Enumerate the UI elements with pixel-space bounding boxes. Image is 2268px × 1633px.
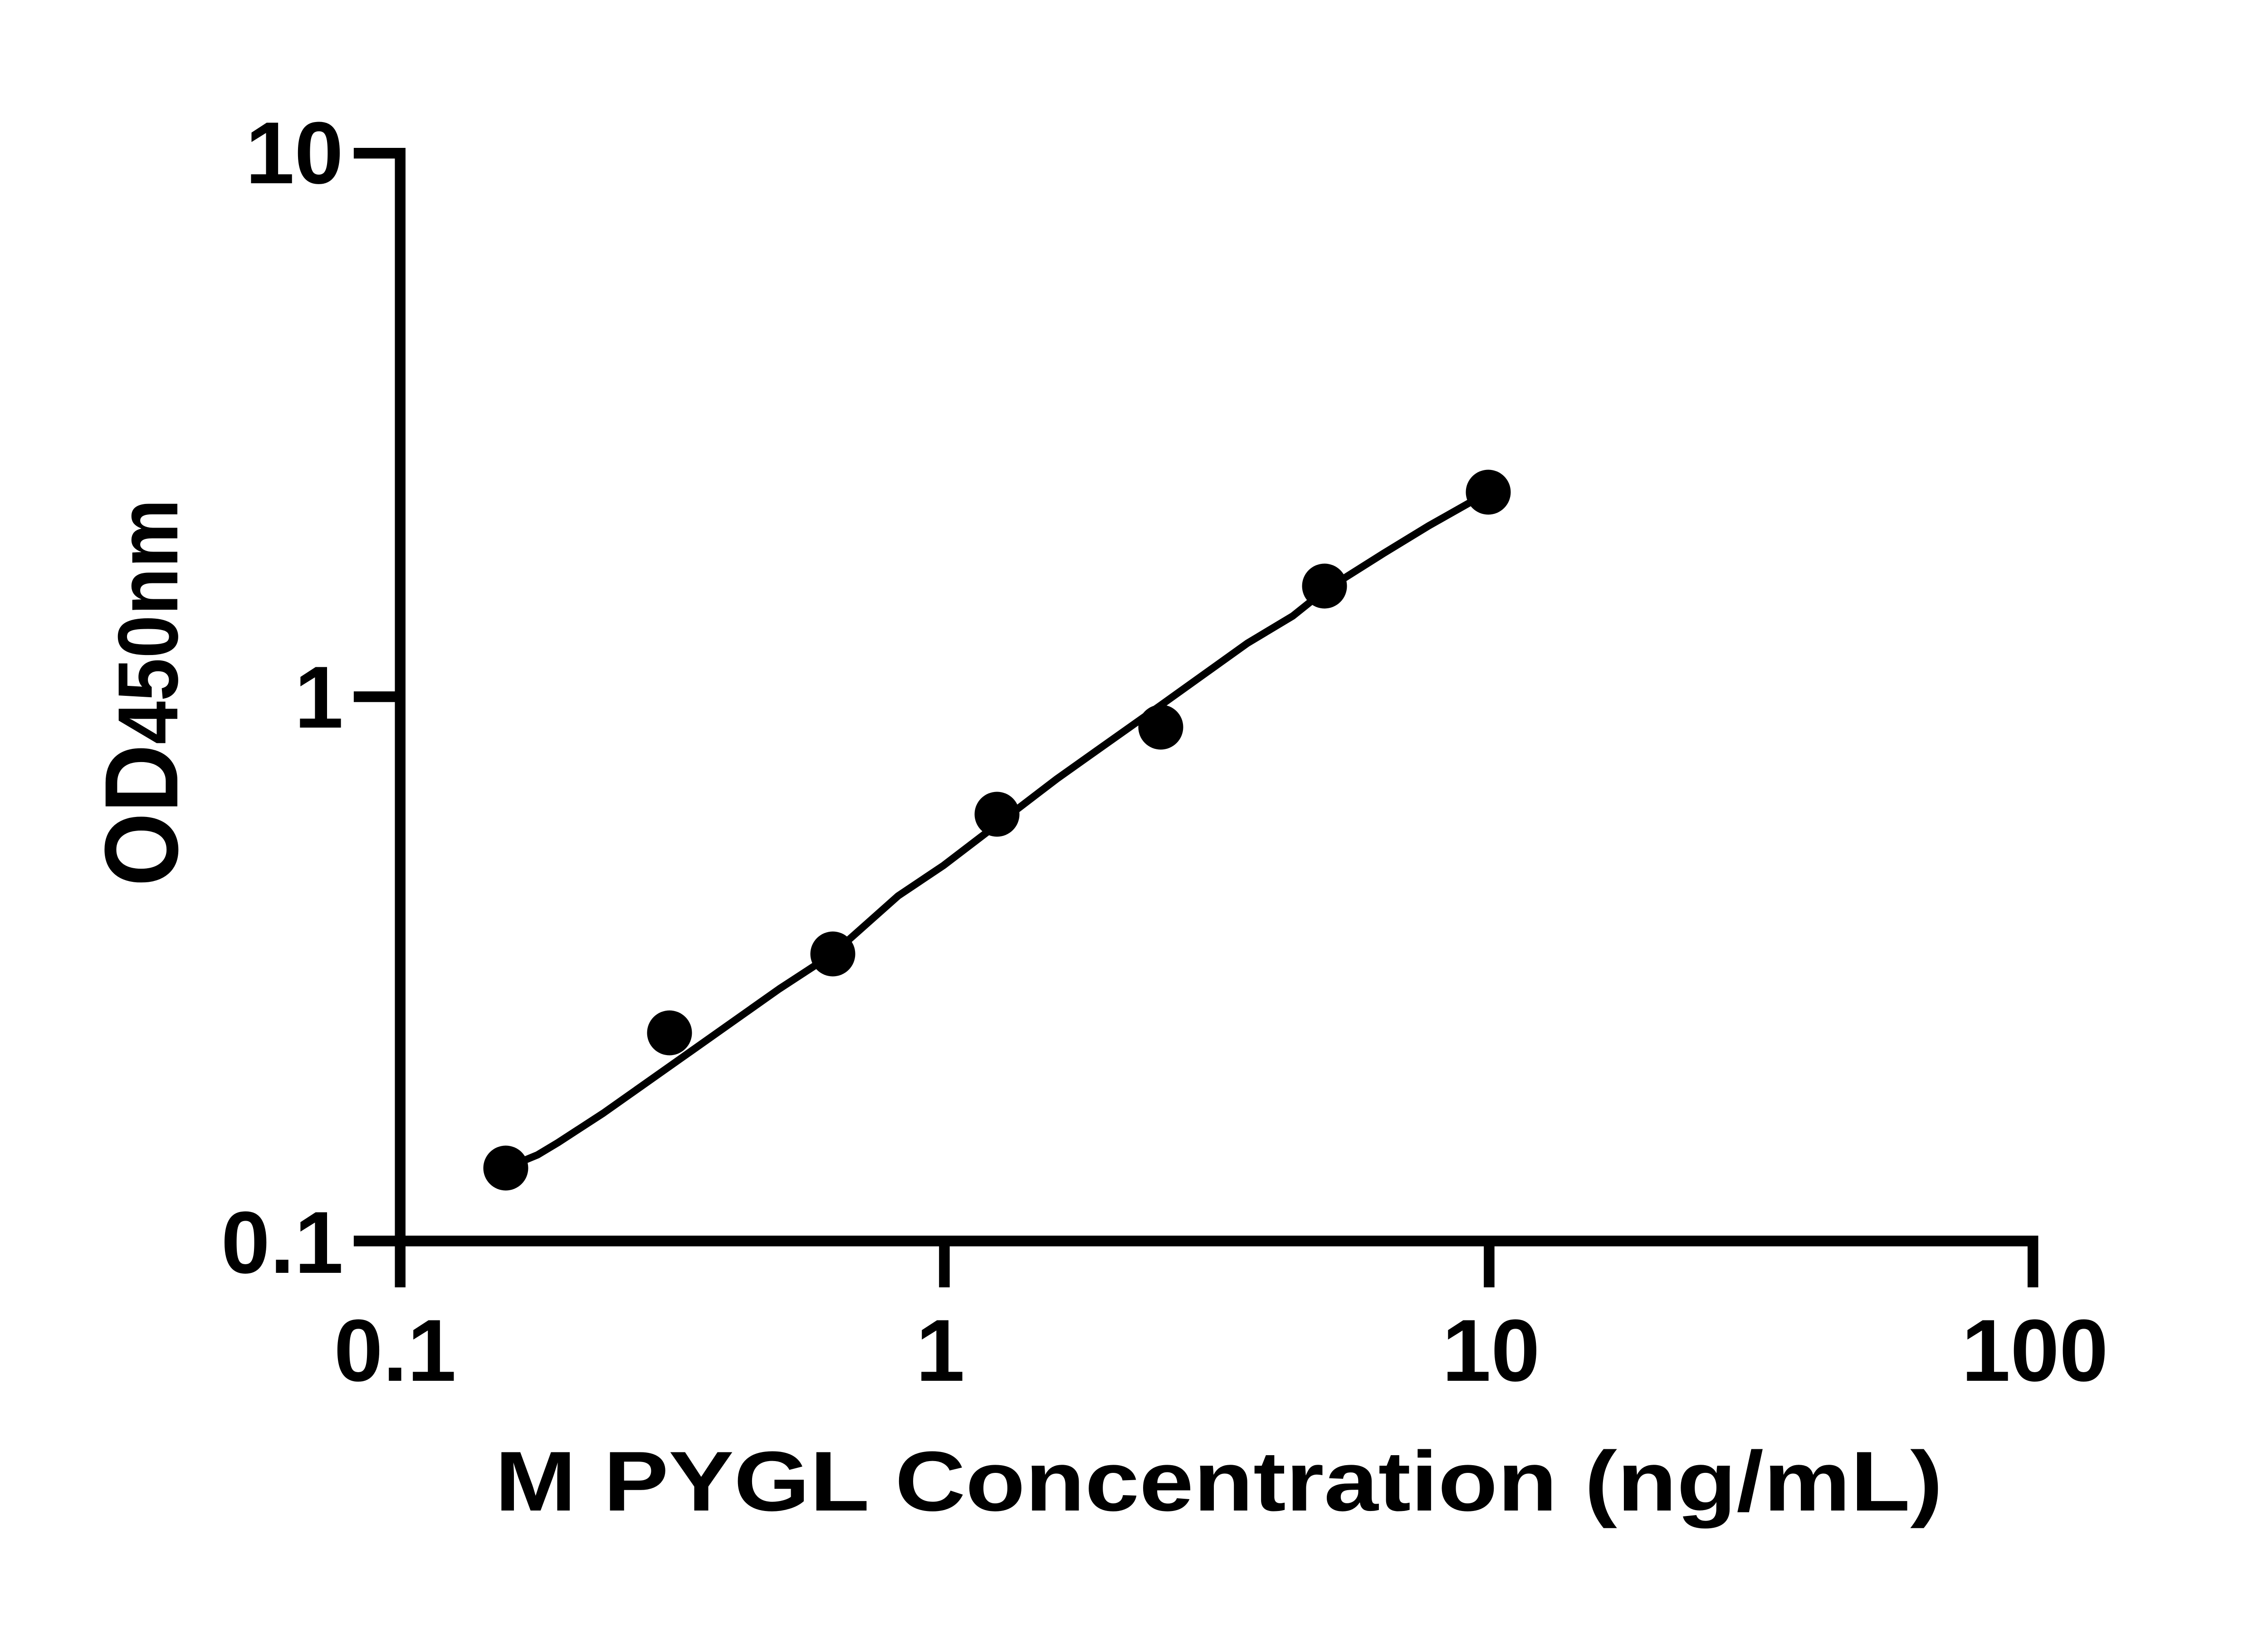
svg-text:OD450nm: OD450nm — [83, 499, 200, 886]
svg-text:0.1: 0.1 — [334, 1301, 456, 1400]
svg-text:100: 100 — [1961, 1301, 2108, 1400]
svg-text:10: 10 — [245, 104, 343, 202]
svg-text:1: 1 — [916, 1301, 965, 1400]
svg-text:M PYGL Concentration (ng/mL): M PYGL Concentration (ng/mL) — [495, 1434, 1943, 1529]
svg-text:0.1: 0.1 — [221, 1193, 343, 1292]
svg-text:10: 10 — [1442, 1301, 1540, 1400]
svg-text:1: 1 — [294, 648, 343, 747]
